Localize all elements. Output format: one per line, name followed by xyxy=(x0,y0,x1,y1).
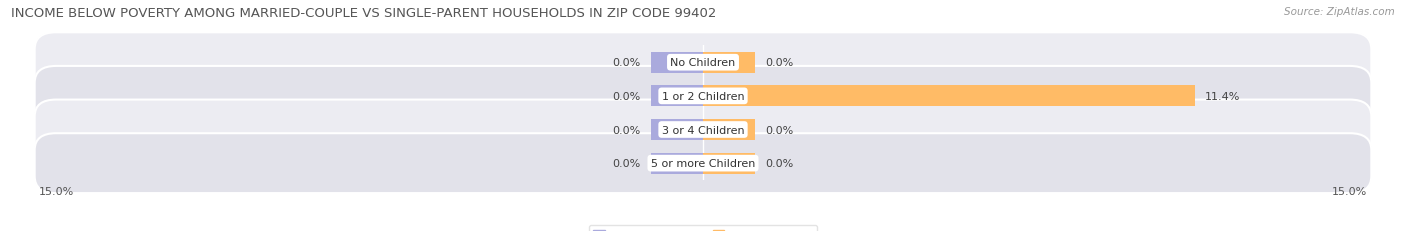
Text: 0.0%: 0.0% xyxy=(765,125,794,135)
FancyBboxPatch shape xyxy=(35,100,1371,160)
Text: No Children: No Children xyxy=(671,58,735,68)
Legend: Married Couples, Single Parents: Married Couples, Single Parents xyxy=(589,225,817,231)
Text: Source: ZipAtlas.com: Source: ZipAtlas.com xyxy=(1284,7,1395,17)
Bar xyxy=(651,53,703,73)
Bar xyxy=(651,153,703,174)
Text: 0.0%: 0.0% xyxy=(612,91,641,101)
Text: 1 or 2 Children: 1 or 2 Children xyxy=(662,91,744,101)
Text: 0.0%: 0.0% xyxy=(612,125,641,135)
Text: 0.0%: 0.0% xyxy=(765,158,794,168)
Bar xyxy=(703,120,755,140)
Bar xyxy=(703,86,1195,107)
Text: 0.0%: 0.0% xyxy=(612,58,641,68)
Text: 11.4%: 11.4% xyxy=(1205,91,1240,101)
Text: INCOME BELOW POVERTY AMONG MARRIED-COUPLE VS SINGLE-PARENT HOUSEHOLDS IN ZIP COD: INCOME BELOW POVERTY AMONG MARRIED-COUPL… xyxy=(11,7,717,20)
Text: 0.0%: 0.0% xyxy=(765,58,794,68)
Text: 3 or 4 Children: 3 or 4 Children xyxy=(662,125,744,135)
Bar xyxy=(651,120,703,140)
Text: 5 or more Children: 5 or more Children xyxy=(651,158,755,168)
Bar xyxy=(703,153,755,174)
Bar xyxy=(651,86,703,107)
FancyBboxPatch shape xyxy=(35,67,1371,126)
FancyBboxPatch shape xyxy=(35,33,1371,93)
Text: 0.0%: 0.0% xyxy=(612,158,641,168)
FancyBboxPatch shape xyxy=(35,134,1371,193)
Bar xyxy=(703,53,755,73)
